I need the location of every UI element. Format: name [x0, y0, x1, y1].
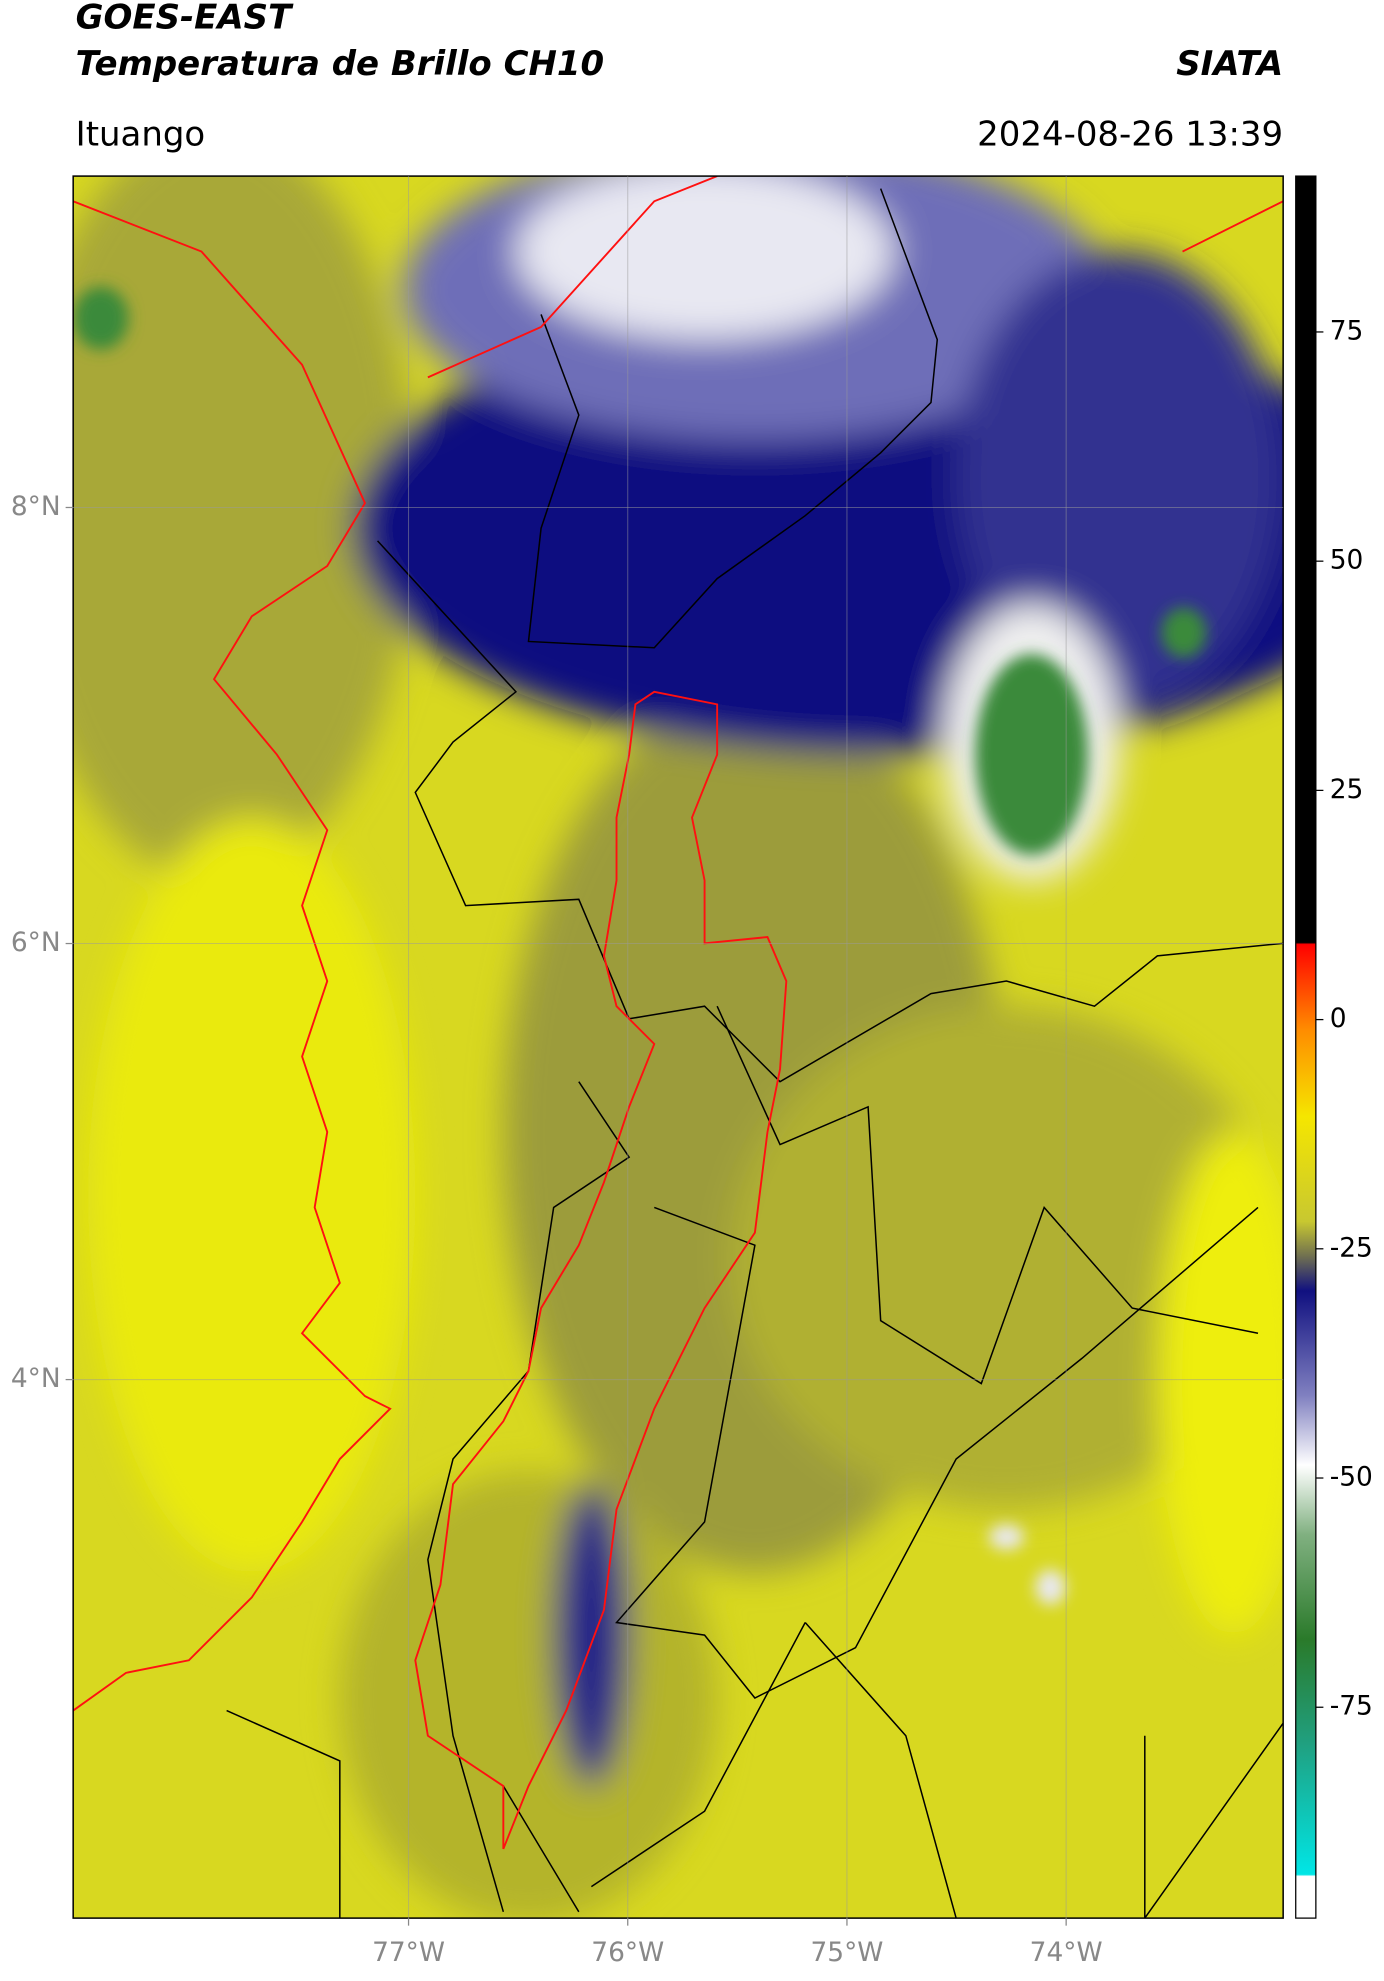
x-tick-label: 75°W — [810, 1937, 883, 1968]
colorbar-tick-label: 25 — [1330, 774, 1364, 805]
colorbar-tick-label: 75 — [1330, 315, 1364, 346]
agency: SIATA — [1176, 44, 1283, 84]
map-frame — [72, 175, 1284, 1919]
x-tick-label: 74°W — [1030, 1937, 1103, 1968]
colorbar-tick-label: 50 — [1330, 545, 1364, 576]
y-tick-label: 4°N — [11, 1363, 61, 1394]
grid: 77°W 76°W 75°W 74°W 8°N 6°N 4°N — [11, 176, 1284, 1968]
location: Ituango — [76, 114, 206, 154]
colorbar-tick-label: 0 — [1330, 1003, 1347, 1034]
timestamp: 2024-08-26 13:39 — [977, 114, 1283, 154]
y-tick-label: 6°N — [11, 927, 61, 958]
colorbar-tick-label: -75 — [1330, 1691, 1373, 1722]
satellite-image — [73, 176, 1284, 1919]
colorbar-ticks: 75 50 25 0 -25 -50 -75 — [1315, 315, 1373, 1722]
x-tick-label: 77°W — [372, 1937, 445, 1968]
y-tick-label: 8°N — [11, 491, 61, 522]
subtitle: Temperatura de Brillo CH10 — [76, 44, 604, 84]
colorbar-tick-label: -25 — [1330, 1232, 1373, 1263]
colorbar — [1295, 175, 1317, 1919]
x-tick-label: 76°W — [591, 1937, 664, 1968]
title: GOES-EAST — [76, 0, 294, 37]
colorbar-tick-label: -50 — [1330, 1462, 1373, 1493]
